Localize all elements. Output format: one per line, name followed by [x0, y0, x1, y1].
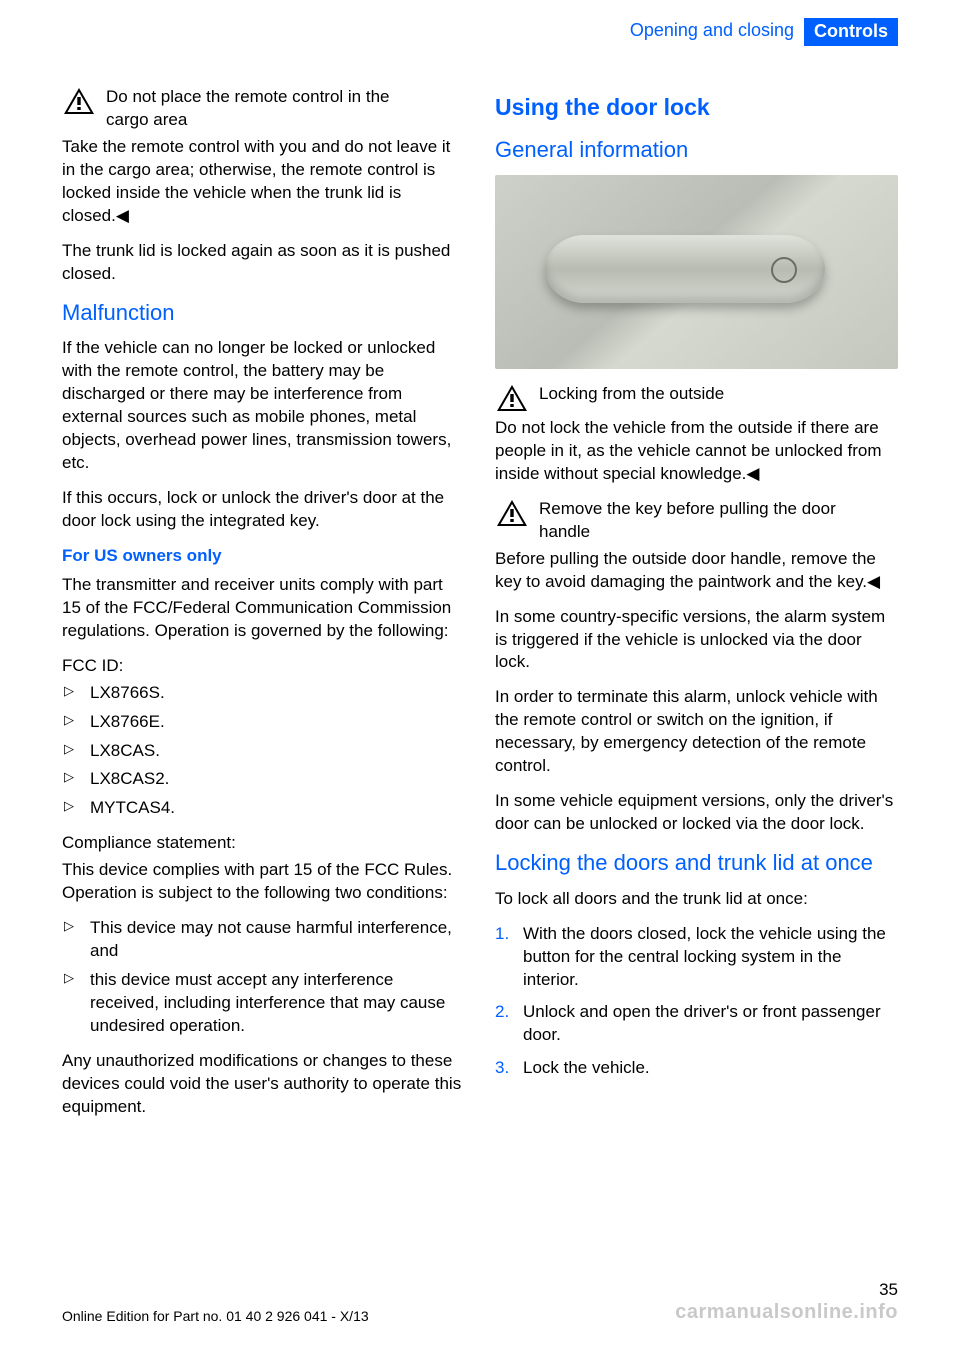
warn3-line1: Remove the key before pulling the door: [539, 499, 836, 518]
step-number: 1.: [495, 923, 509, 946]
heading-general-info: General information: [495, 135, 898, 165]
warn1-line1: Do not place the remote control in the: [106, 87, 390, 106]
list-item: 1. With the doors closed, lock the vehicl…: [495, 923, 898, 992]
para-lock-all-intro: To lock all doors and the trunk lid at o…: [495, 888, 898, 911]
para-before-pulling: Before pulling the outside door handle, …: [495, 548, 898, 594]
para-terminate-alarm: In order to terminate this alarm, unlock…: [495, 686, 898, 778]
warning-icon: [62, 86, 96, 116]
heading-malfunction: Malfunction: [62, 298, 465, 328]
step-text: Lock the vehicle.: [523, 1058, 650, 1077]
list-item: LX8766S.: [62, 682, 465, 705]
page-header: Opening and closing Controls: [0, 0, 960, 58]
para-trunk-locked: The trunk lid is locked again as soon as…: [62, 240, 465, 286]
para-equipment-versions: In some vehicle equipment versions, only…: [495, 790, 898, 836]
step-number: 2.: [495, 1001, 509, 1024]
content-columns: Do not place the remote control in the c…: [0, 58, 960, 1130]
warning-icon: [495, 383, 529, 413]
warning-icon: [495, 498, 529, 528]
para-country-specific: In some country-specific versions, the a…: [495, 606, 898, 675]
heading-locking-at-once: Locking the doors and trunk lid at once: [495, 848, 898, 878]
para-malfunction-1: If the vehicle can no longer be locked o…: [62, 337, 465, 475]
door-handle-shape: [545, 235, 825, 303]
footer-brand: carmanualsonline.info: [675, 1299, 898, 1326]
list-item: This device may not cause harmful interf…: [62, 917, 465, 963]
right-column: Using the door lock General information …: [495, 86, 898, 1130]
warning-text: Locking from the outside: [539, 383, 898, 406]
list-item: this device must accept any interference…: [62, 969, 465, 1038]
warn1-line2: cargo area: [106, 110, 187, 129]
door-handle-image: [495, 175, 898, 369]
header-chapter: Controls: [804, 18, 898, 46]
step-number: 3.: [495, 1057, 509, 1080]
para-fcc-intro: The transmitter and receiver units compl…: [62, 574, 465, 643]
warning-text: Do not place the remote control in the c…: [106, 86, 465, 132]
para-fcc-id-label: FCC ID:: [62, 655, 465, 678]
list-item: MYTCAS4.: [62, 797, 465, 820]
warn2-line1: Locking from the outside: [539, 384, 724, 403]
warn3-line2: handle: [539, 522, 590, 541]
footer-part-number: Online Edition for Part no. 01 40 2 926 …: [62, 1307, 369, 1326]
page-footer: Online Edition for Part no. 01 40 2 926 …: [62, 1299, 898, 1326]
list-item: 3. Lock the vehicle.: [495, 1057, 898, 1080]
warning-remote-cargo: Do not place the remote control in the c…: [62, 86, 465, 132]
lock-steps: 1. With the doors closed, lock the vehicl…: [495, 923, 898, 1081]
fcc-id-list: LX8766S. LX8766E. LX8CAS. LX8CAS2. MYTCA…: [62, 682, 465, 821]
compliance-conditions: This device may not cause harmful interf…: [62, 917, 465, 1038]
warning-text: Remove the key before pulling the door h…: [539, 498, 898, 544]
list-item: 2. Unlock and open the driver's or front …: [495, 1001, 898, 1047]
para-warn2-rest: Do not lock the vehicle from the outside…: [495, 417, 898, 486]
step-text: With the doors closed, lock the vehicle …: [523, 924, 886, 989]
para-compliance-intro: This device complies with part 15 of the…: [62, 859, 465, 905]
para-compliance-label: Compliance statement:: [62, 832, 465, 855]
warning-locking-outside: Locking from the outside: [495, 383, 898, 413]
list-item: LX8766E.: [62, 711, 465, 734]
left-column: Do not place the remote control in the c…: [62, 86, 465, 1130]
para-malfunction-2: If this occurs, lock or unlock the drive…: [62, 487, 465, 533]
list-item: LX8CAS2.: [62, 768, 465, 791]
list-item: LX8CAS.: [62, 740, 465, 763]
heading-using-door-lock: Using the door lock: [495, 92, 898, 123]
warning-remove-key: Remove the key before pulling the door h…: [495, 498, 898, 544]
para-unauthorized: Any unauthorized modifications or change…: [62, 1050, 465, 1119]
heading-us-owners: For US owners only: [62, 545, 465, 568]
step-text: Unlock and open the driver's or front pa…: [523, 1002, 881, 1044]
header-section: Opening and closing: [630, 18, 794, 46]
para-take-remote: Take the remote control with you and do …: [62, 136, 465, 228]
